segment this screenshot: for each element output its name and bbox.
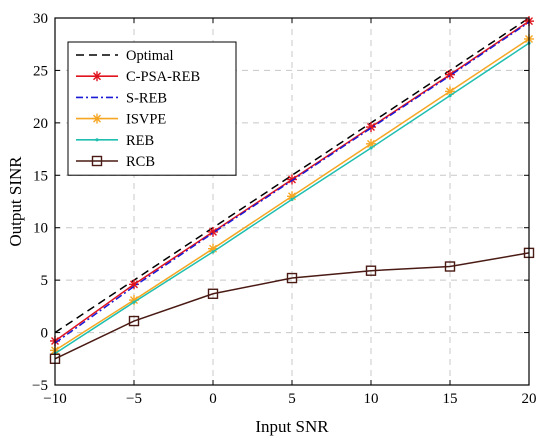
legend-item: ISVPE	[76, 112, 166, 128]
asterisk-marker	[92, 71, 102, 82]
legend-item: Optimal	[76, 48, 174, 64]
x-tick-label: −5	[126, 391, 142, 407]
series-c-psa-reb	[50, 16, 534, 346]
asterisk-marker	[445, 86, 455, 97]
legend-item: RCB	[76, 154, 155, 170]
series-line	[54, 21, 530, 344]
series-rcb	[49, 247, 535, 364]
square-marker	[444, 261, 456, 272]
square-marker	[91, 155, 103, 167]
y-tick-label: 30	[33, 11, 48, 27]
legend-label: S-REB	[126, 90, 167, 106]
legend-label: ISVPE	[126, 112, 166, 128]
legend: Optimal C-PSA-REB S-REB ISVPE REB RCB	[67, 41, 237, 176]
y-tick-label: 5	[41, 273, 49, 289]
x-tick-label: 15	[443, 391, 458, 407]
x-tick-label: −10	[43, 391, 66, 407]
square-marker	[207, 288, 219, 299]
y-tick-label: 20	[33, 116, 48, 132]
asterisk-marker	[92, 113, 102, 124]
legend-label: Optimal	[126, 48, 174, 64]
asterisk-marker	[129, 279, 139, 290]
dot-marker	[448, 93, 452, 98]
x-tick-label: 20	[522, 391, 537, 407]
series-s-reb	[54, 21, 530, 344]
square-marker	[128, 315, 140, 327]
dot-marker	[290, 197, 294, 202]
square-marker	[365, 265, 377, 276]
y-tick-label: −5	[32, 378, 48, 394]
x-tick-label: 5	[288, 391, 296, 407]
legend-label: RCB	[126, 154, 155, 170]
y-tick-label: 15	[33, 168, 48, 184]
x-axis-title: Input SNR	[255, 417, 329, 436]
series-line	[54, 252, 530, 360]
y-tick-label: 25	[33, 63, 48, 79]
legend-label: REB	[126, 133, 154, 149]
asterisk-marker	[287, 174, 297, 185]
asterisk-marker	[208, 226, 218, 237]
legend-item: S-REB	[76, 90, 167, 106]
asterisk-marker	[445, 69, 455, 80]
x-tick-label: 0	[209, 391, 217, 407]
dot-marker	[369, 146, 373, 150]
legend-item: C-PSA-REB	[76, 69, 200, 85]
dot-marker	[95, 138, 99, 142]
legend-box	[67, 41, 237, 176]
dot-marker	[132, 300, 136, 304]
series-layer	[49, 16, 535, 364]
y-axis-title: Output SINR	[6, 156, 25, 247]
y-tick-label: 10	[33, 221, 48, 237]
dot-marker	[211, 250, 215, 254]
legend-label: C-PSA-REB	[126, 69, 200, 85]
legend-item: REB	[76, 133, 154, 149]
x-tick-label: 10	[364, 391, 379, 407]
y-tick-label: 0	[41, 326, 49, 342]
square-marker	[286, 272, 298, 284]
